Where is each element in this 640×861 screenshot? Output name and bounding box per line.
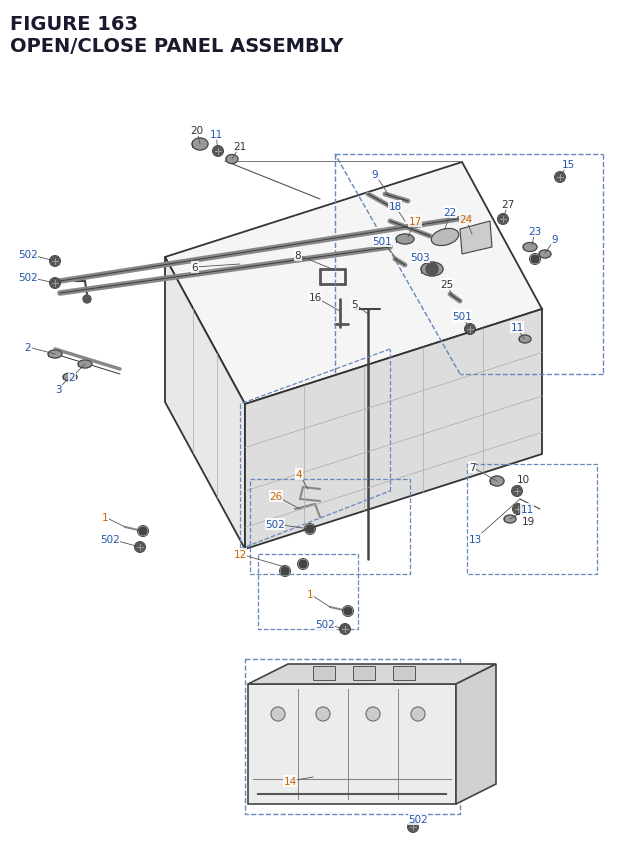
Polygon shape bbox=[165, 257, 245, 549]
Text: 502: 502 bbox=[315, 619, 335, 629]
Polygon shape bbox=[165, 163, 542, 405]
Circle shape bbox=[408, 822, 417, 832]
Circle shape bbox=[344, 607, 352, 616]
Text: 502: 502 bbox=[265, 519, 285, 530]
Text: 26: 26 bbox=[269, 492, 283, 501]
Text: 13: 13 bbox=[468, 535, 482, 544]
Text: 3: 3 bbox=[54, 385, 61, 394]
Text: 1: 1 bbox=[102, 512, 108, 523]
Circle shape bbox=[214, 147, 223, 157]
Text: 10: 10 bbox=[516, 474, 529, 485]
Text: 11: 11 bbox=[209, 130, 223, 139]
Text: 19: 19 bbox=[522, 517, 534, 526]
Ellipse shape bbox=[421, 263, 443, 276]
Text: 5: 5 bbox=[352, 300, 358, 310]
Circle shape bbox=[513, 505, 522, 514]
Circle shape bbox=[465, 325, 474, 334]
Circle shape bbox=[299, 561, 307, 568]
Circle shape bbox=[306, 525, 314, 533]
Text: 11: 11 bbox=[510, 323, 524, 332]
Bar bbox=[353, 666, 375, 680]
Text: 4: 4 bbox=[296, 469, 302, 480]
Text: 25: 25 bbox=[440, 280, 454, 289]
Text: OPEN/CLOSE PANEL ASSEMBLY: OPEN/CLOSE PANEL ASSEMBLY bbox=[10, 37, 343, 56]
Text: 2: 2 bbox=[25, 343, 31, 353]
Circle shape bbox=[316, 707, 330, 722]
Circle shape bbox=[281, 567, 289, 575]
Text: 501: 501 bbox=[372, 237, 392, 247]
Text: 1: 1 bbox=[307, 589, 314, 599]
Ellipse shape bbox=[396, 235, 414, 245]
Ellipse shape bbox=[226, 155, 238, 164]
Text: 9: 9 bbox=[552, 235, 558, 245]
Text: 502: 502 bbox=[100, 535, 120, 544]
Text: 8: 8 bbox=[294, 251, 301, 261]
Circle shape bbox=[83, 295, 91, 304]
Ellipse shape bbox=[192, 139, 208, 151]
Polygon shape bbox=[248, 664, 496, 684]
Text: 2: 2 bbox=[68, 373, 76, 382]
Text: 502: 502 bbox=[18, 250, 38, 260]
Ellipse shape bbox=[523, 243, 537, 252]
Circle shape bbox=[340, 625, 349, 634]
Ellipse shape bbox=[490, 476, 504, 486]
Text: 16: 16 bbox=[308, 293, 322, 303]
Text: 501: 501 bbox=[452, 312, 472, 322]
Polygon shape bbox=[456, 664, 496, 804]
Circle shape bbox=[366, 707, 380, 722]
Circle shape bbox=[513, 487, 522, 496]
Circle shape bbox=[499, 215, 508, 224]
Circle shape bbox=[51, 257, 60, 266]
Text: 24: 24 bbox=[460, 214, 472, 225]
Text: 9: 9 bbox=[372, 170, 378, 180]
Ellipse shape bbox=[504, 516, 516, 523]
Ellipse shape bbox=[48, 350, 62, 358]
Circle shape bbox=[556, 173, 564, 183]
Polygon shape bbox=[460, 222, 492, 255]
Text: 23: 23 bbox=[529, 226, 541, 237]
Circle shape bbox=[139, 528, 147, 536]
Text: 15: 15 bbox=[561, 160, 575, 170]
Circle shape bbox=[426, 263, 438, 276]
Text: FIGURE 163: FIGURE 163 bbox=[10, 15, 138, 34]
Text: 21: 21 bbox=[234, 142, 246, 152]
Circle shape bbox=[271, 707, 285, 722]
Text: 11: 11 bbox=[520, 505, 534, 514]
Ellipse shape bbox=[78, 361, 92, 369]
Text: 22: 22 bbox=[444, 208, 456, 218]
Circle shape bbox=[411, 707, 425, 722]
Circle shape bbox=[136, 543, 145, 552]
Ellipse shape bbox=[63, 374, 77, 381]
Text: 12: 12 bbox=[234, 549, 246, 560]
Text: 17: 17 bbox=[408, 217, 422, 226]
Text: 18: 18 bbox=[388, 201, 402, 212]
Polygon shape bbox=[248, 684, 456, 804]
Circle shape bbox=[51, 279, 60, 288]
Text: 27: 27 bbox=[501, 200, 515, 210]
Ellipse shape bbox=[539, 251, 551, 258]
Text: 503: 503 bbox=[410, 253, 430, 263]
Text: 6: 6 bbox=[192, 263, 198, 273]
Text: 502: 502 bbox=[18, 273, 38, 282]
Text: 7: 7 bbox=[468, 462, 476, 473]
Bar bbox=[393, 666, 415, 680]
Ellipse shape bbox=[431, 229, 459, 246]
Ellipse shape bbox=[519, 336, 531, 344]
Polygon shape bbox=[245, 310, 542, 549]
Text: 20: 20 bbox=[191, 126, 204, 136]
Text: 14: 14 bbox=[284, 776, 296, 786]
Text: 502: 502 bbox=[408, 814, 428, 824]
Circle shape bbox=[531, 256, 539, 263]
Bar bbox=[313, 666, 335, 680]
